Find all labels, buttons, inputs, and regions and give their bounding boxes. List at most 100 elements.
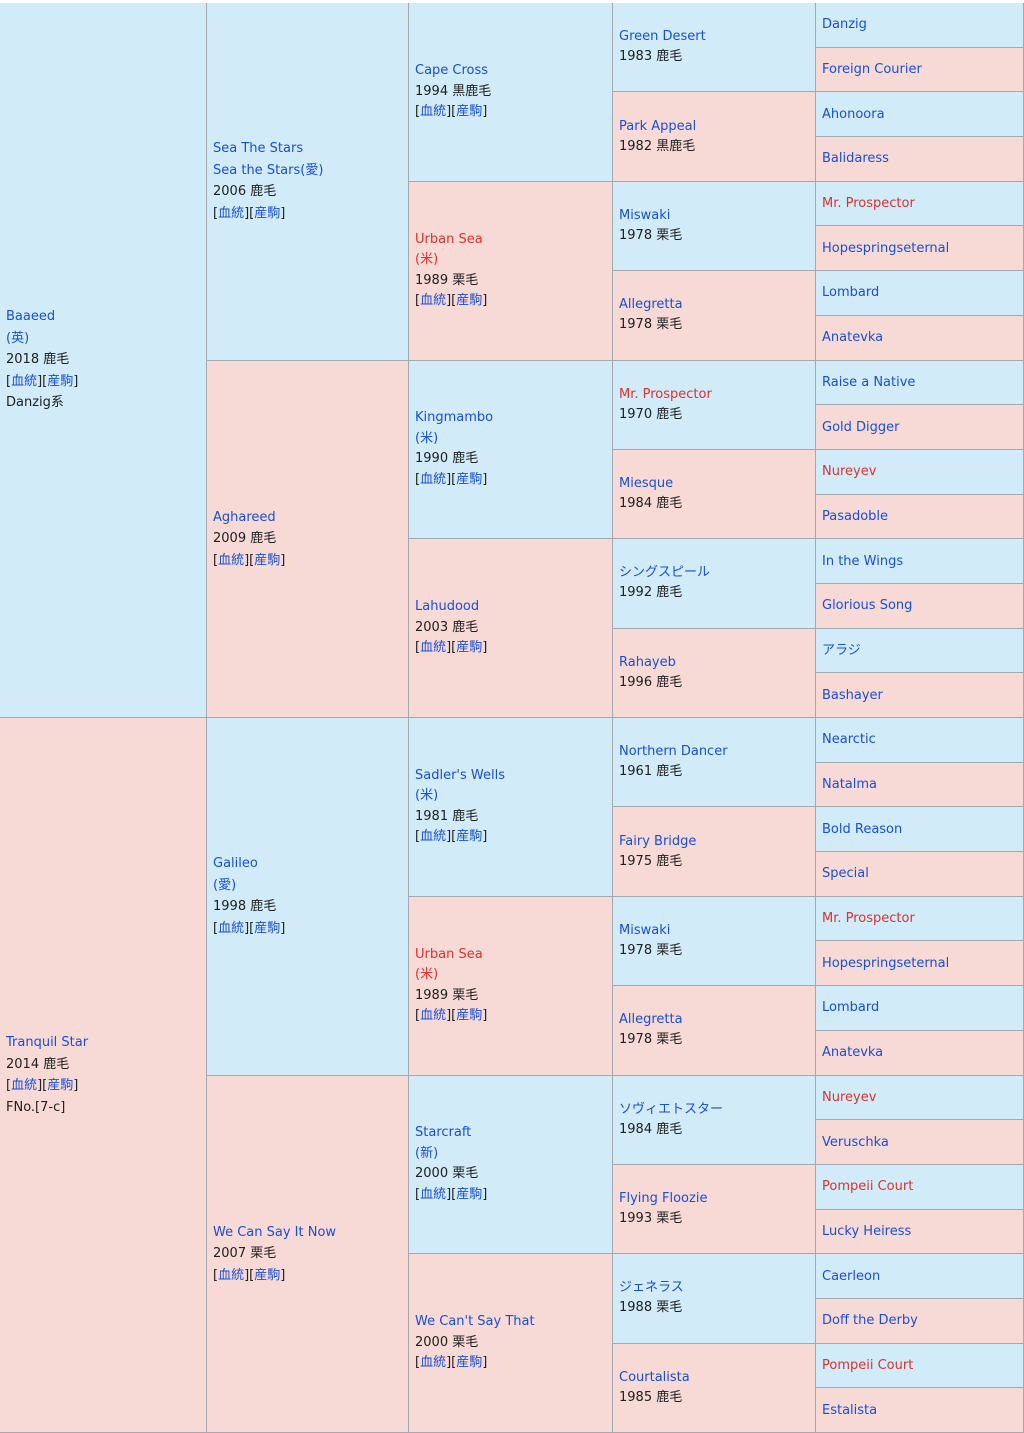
- horse-name-link[interactable]: Nureyev: [822, 461, 1023, 482]
- horse-name-link[interactable]: Veruschka: [822, 1132, 1023, 1153]
- horse-name-link[interactable]: Courtalista: [619, 1368, 815, 1388]
- horse-name-link[interactable]: Flying Floozie: [619, 1189, 815, 1209]
- horse-name-link[interactable]: Estalista: [822, 1400, 1023, 1421]
- country-link[interactable]: (愛): [213, 875, 408, 897]
- horse-name-link[interactable]: Gold Digger: [822, 417, 1023, 438]
- horse-name-link[interactable]: Ahonoora: [822, 104, 1023, 125]
- progeny-link[interactable]: 産駒: [456, 472, 482, 487]
- horse-name-link[interactable]: Galileo: [213, 853, 408, 875]
- bloodline-link[interactable]: 血統: [218, 1268, 244, 1283]
- birth-year-color: 1989 栗毛: [415, 986, 612, 1007]
- horse-name-link[interactable]: Hopespringseternal: [822, 953, 1023, 974]
- horse-name-link[interactable]: Miswaki: [619, 921, 815, 941]
- horse-name-link[interactable]: Caerleon: [822, 1266, 1023, 1287]
- horse-name-link[interactable]: Nearctic: [822, 729, 1023, 750]
- progeny-link[interactable]: 産駒: [456, 293, 482, 308]
- horse-name-link[interactable]: Lucky Heiress: [822, 1221, 1023, 1242]
- horse-name-link[interactable]: Green Desert: [619, 27, 815, 47]
- bloodline-link[interactable]: 血統: [420, 104, 446, 119]
- horse-name-link[interactable]: Doff the Derby: [822, 1310, 1023, 1331]
- bloodline-link[interactable]: 血統: [420, 1355, 446, 1370]
- horse-name-link[interactable]: Bold Reason: [822, 819, 1023, 840]
- bloodline-link[interactable]: 血統: [218, 921, 244, 936]
- horse-name-link[interactable]: Starcraft: [415, 1123, 612, 1144]
- horse-name-link[interactable]: Urban Sea: [415, 945, 612, 966]
- horse-name-link[interactable]: Kingmambo: [415, 408, 612, 429]
- progeny-link[interactable]: 産駒: [254, 553, 280, 568]
- country-link[interactable]: (米): [415, 965, 612, 986]
- horse-name-link[interactable]: Urban Sea: [415, 230, 612, 251]
- horse-name-link[interactable]: Tranquil Star: [6, 1032, 206, 1054]
- horse-name-link[interactable]: Lombard: [822, 997, 1023, 1018]
- bloodline-link[interactable]: 血統: [420, 640, 446, 655]
- horse-name-link[interactable]: Nureyev: [822, 1087, 1023, 1108]
- horse-name-link[interactable]: ジェネラス: [619, 1278, 815, 1298]
- progeny-link[interactable]: 産駒: [456, 104, 482, 119]
- horse-name-link[interactable]: Lahudood: [415, 597, 612, 618]
- horse-alt-name-link[interactable]: Sea the Stars(愛): [213, 160, 408, 182]
- horse-name-link[interactable]: Pompeii Court: [822, 1176, 1023, 1197]
- horse-name-link[interactable]: Balidaress: [822, 148, 1023, 169]
- horse-name-link[interactable]: Miesque: [619, 474, 815, 494]
- progeny-link[interactable]: 産駒: [254, 1268, 280, 1283]
- bloodline-link[interactable]: 血統: [420, 829, 446, 844]
- horse-name-link[interactable]: Rahayeb: [619, 653, 815, 673]
- horse-name-link[interactable]: Northern Dancer: [619, 742, 815, 762]
- horse-name-link[interactable]: Mr. Prospector: [822, 908, 1023, 929]
- horse-name-link[interactable]: アラジ: [822, 640, 1023, 661]
- horse-name-link[interactable]: Danzig: [822, 14, 1023, 35]
- horse-name-link[interactable]: Pasadoble: [822, 506, 1023, 527]
- progeny-link[interactable]: 産駒: [47, 374, 73, 389]
- progeny-link[interactable]: 産駒: [456, 1355, 482, 1370]
- progeny-link[interactable]: 産駒: [456, 640, 482, 655]
- horse-name-link[interactable]: シングスピール: [619, 563, 815, 583]
- progeny-link[interactable]: 産駒: [254, 921, 280, 936]
- progeny-link[interactable]: 産駒: [254, 206, 280, 221]
- horse-name-link[interactable]: Fairy Bridge: [619, 832, 815, 852]
- horse-name-link[interactable]: In the Wings: [822, 551, 1023, 572]
- country-link[interactable]: (新): [415, 1144, 612, 1165]
- bloodline-link[interactable]: 血統: [218, 206, 244, 221]
- horse-name-link[interactable]: Natalma: [822, 774, 1023, 795]
- horse-name-link[interactable]: Aghareed: [213, 507, 408, 529]
- bloodline-link[interactable]: 血統: [11, 374, 37, 389]
- birth-year-color: 2006 鹿毛: [213, 181, 408, 203]
- horse-name-link[interactable]: Allegretta: [619, 1010, 815, 1030]
- horse-name-link[interactable]: ソヴィエトスター: [619, 1100, 815, 1120]
- horse-name-link[interactable]: Glorious Song: [822, 595, 1023, 616]
- horse-name-link[interactable]: Lombard: [822, 282, 1023, 303]
- progeny-link[interactable]: 産駒: [456, 1008, 482, 1023]
- horse-name-link[interactable]: We Can't Say That: [415, 1312, 612, 1333]
- bloodline-link[interactable]: 血統: [420, 1187, 446, 1202]
- horse-name-link[interactable]: Pompeii Court: [822, 1355, 1023, 1376]
- horse-name-link[interactable]: Miswaki: [619, 206, 815, 226]
- country-link[interactable]: (英): [6, 328, 206, 350]
- horse-name-link[interactable]: Bashayer: [822, 685, 1023, 706]
- country-link[interactable]: (米): [415, 250, 612, 271]
- horse-name-link[interactable]: Baaeed: [6, 306, 206, 328]
- horse-name-link[interactable]: Sadler's Wells: [415, 766, 612, 787]
- horse-name-link[interactable]: We Can Say It Now: [213, 1222, 408, 1244]
- progeny-link[interactable]: 産駒: [456, 829, 482, 844]
- horse-name-link[interactable]: Anatevka: [822, 1042, 1023, 1063]
- country-link[interactable]: (米): [415, 786, 612, 807]
- horse-name-link[interactable]: Sea The Stars: [213, 138, 408, 160]
- progeny-link[interactable]: 産駒: [47, 1078, 73, 1093]
- horse-name-link[interactable]: Allegretta: [619, 295, 815, 315]
- horse-name-link[interactable]: Special: [822, 863, 1023, 884]
- horse-name-link[interactable]: Anatevka: [822, 327, 1023, 348]
- horse-name-link[interactable]: Foreign Courier: [822, 59, 1023, 80]
- bloodline-link[interactable]: 血統: [11, 1078, 37, 1093]
- bloodline-link[interactable]: 血統: [420, 293, 446, 308]
- horse-name-link[interactable]: Mr. Prospector: [619, 385, 815, 405]
- horse-name-link[interactable]: Cape Cross: [415, 61, 612, 82]
- progeny-link[interactable]: 産駒: [456, 1187, 482, 1202]
- horse-name-link[interactable]: Raise a Native: [822, 372, 1023, 393]
- horse-name-link[interactable]: Park Appeal: [619, 117, 815, 137]
- bloodline-link[interactable]: 血統: [218, 553, 244, 568]
- bloodline-link[interactable]: 血統: [420, 472, 446, 487]
- bloodline-link[interactable]: 血統: [420, 1008, 446, 1023]
- horse-name-link[interactable]: Hopespringseternal: [822, 238, 1023, 259]
- horse-name-link[interactable]: Mr. Prospector: [822, 193, 1023, 214]
- country-link[interactable]: (米): [415, 429, 612, 450]
